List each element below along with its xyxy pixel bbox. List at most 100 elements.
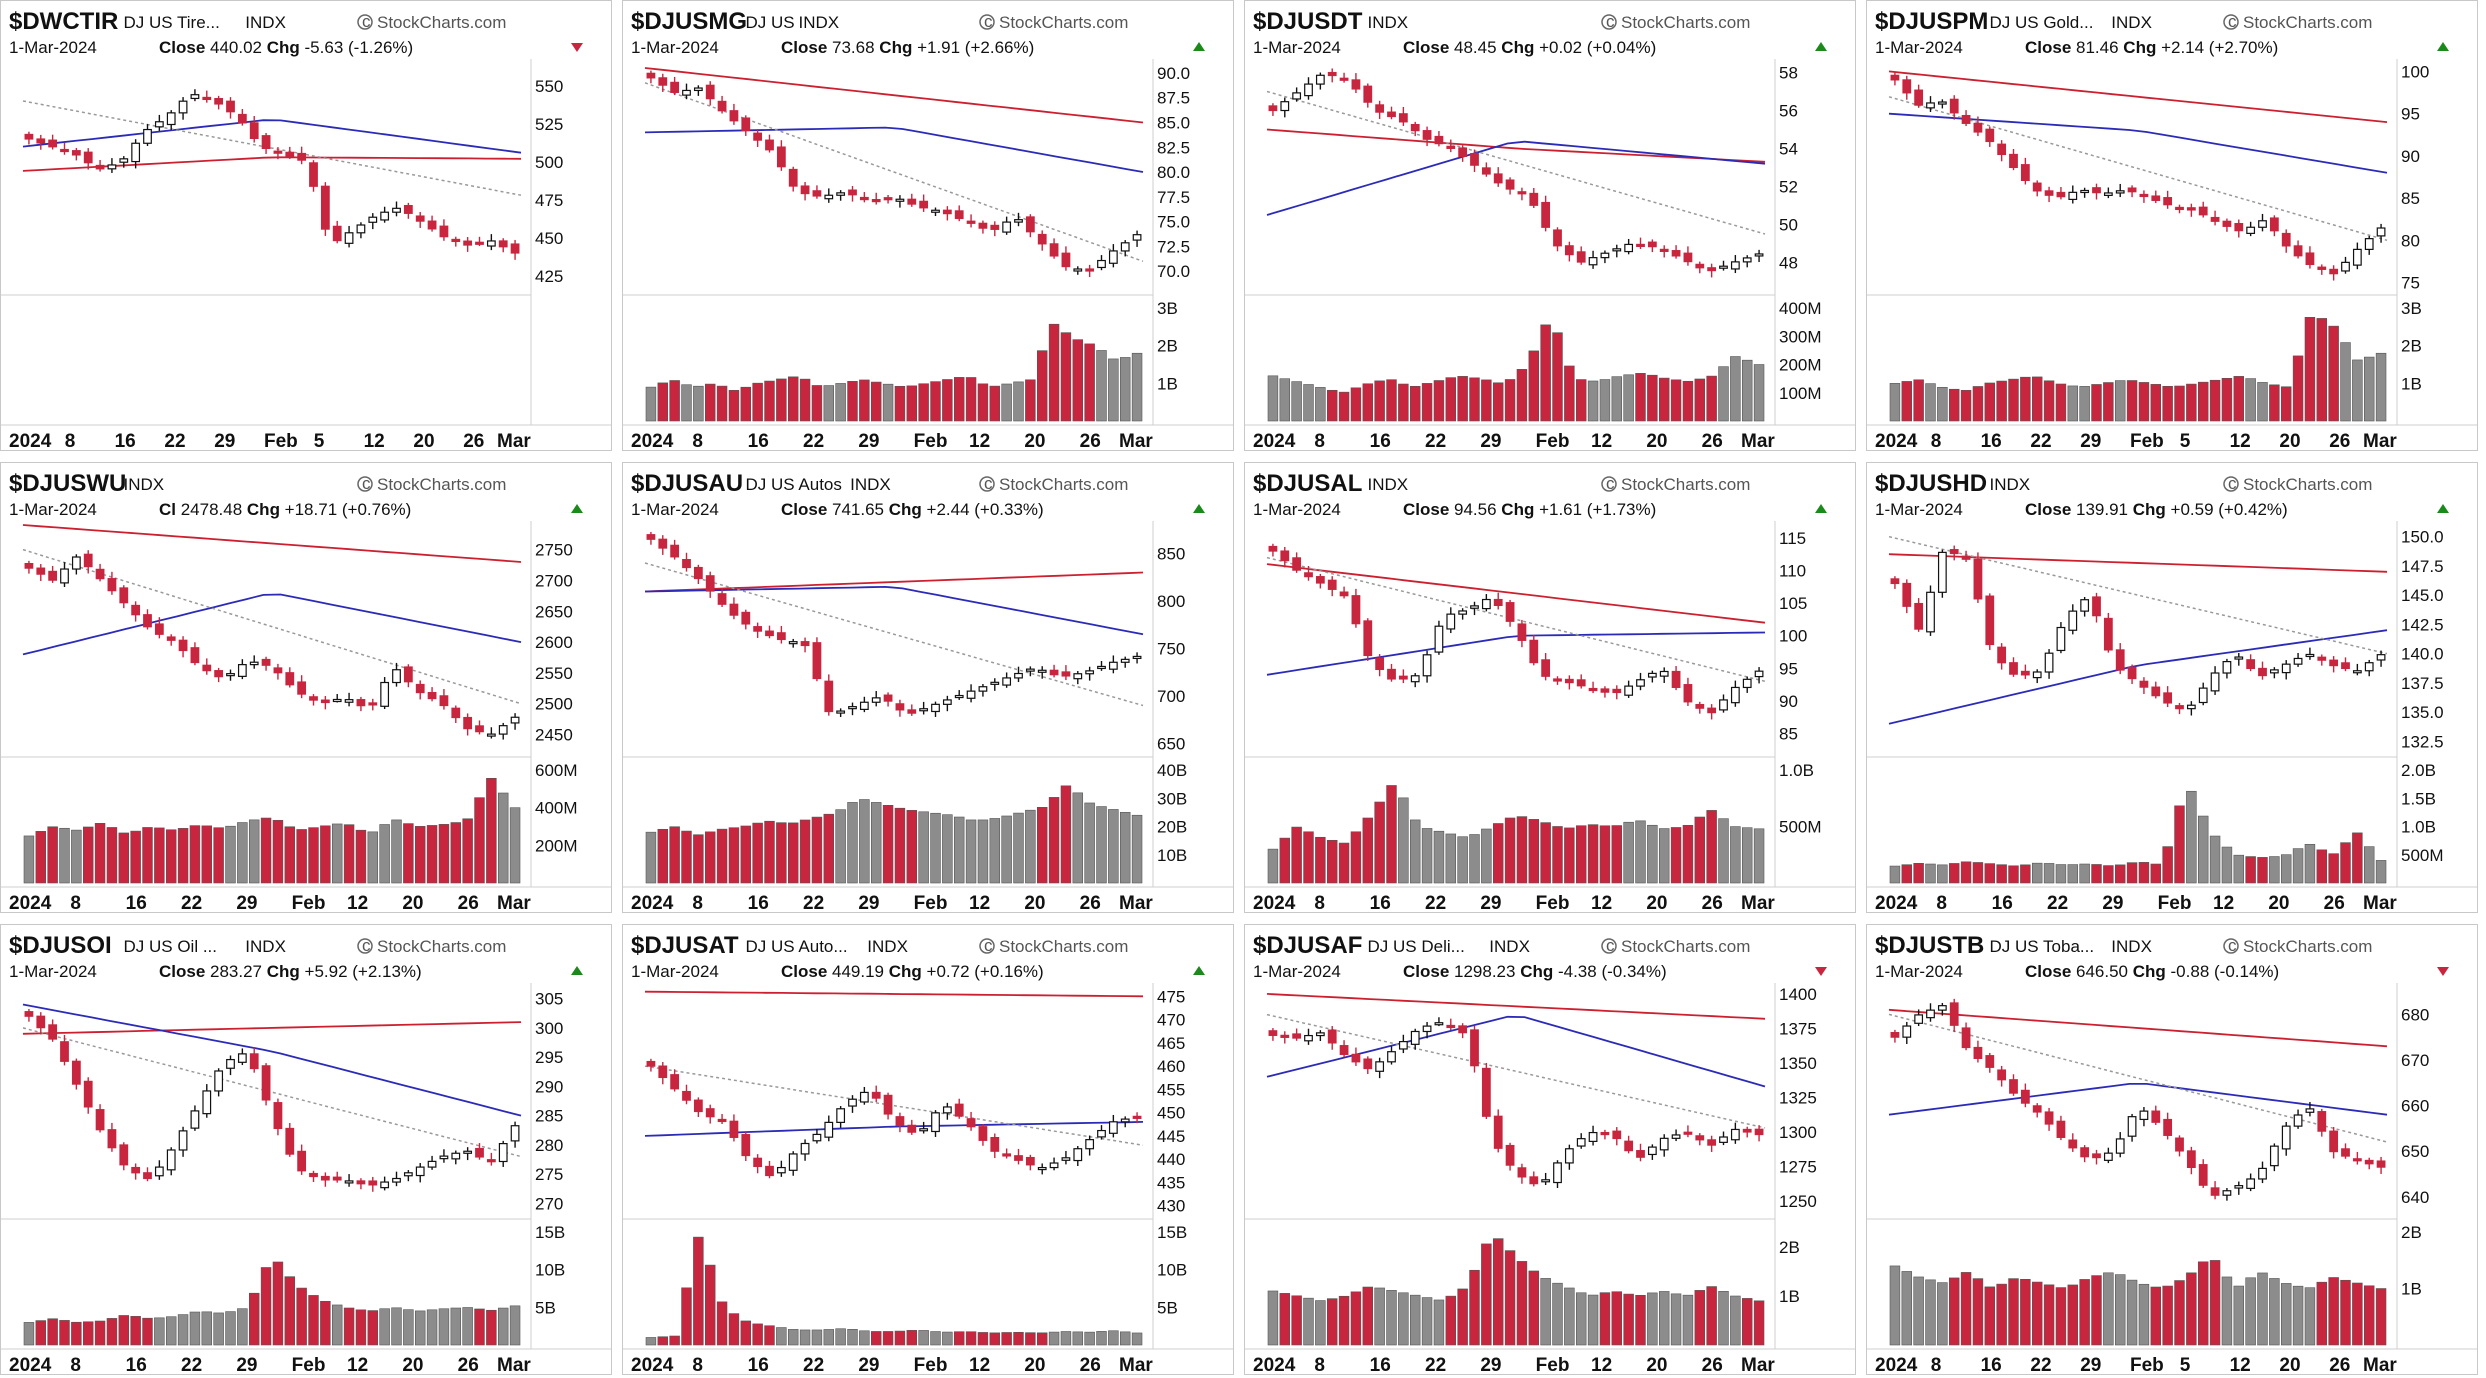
- candle-body: [1671, 250, 1681, 257]
- volume-bar: [2269, 1278, 2280, 1346]
- candle-body: [2364, 662, 2374, 672]
- brand-label: StockCharts.com: [1621, 937, 1750, 956]
- volume-bar: [2186, 383, 2197, 422]
- candle-body: [693, 1099, 703, 1113]
- chg-label: Chg: [267, 962, 300, 981]
- candle-body: [403, 666, 413, 683]
- chart-panel[interactable]: $DJUSTB DJ US Toba... INDX c StockCharts.com…: [1866, 924, 2478, 1375]
- candle-body: [1061, 252, 1071, 268]
- candle-body: [2222, 1190, 2232, 1196]
- volume-bar: [462, 1307, 473, 1346]
- chart-panel[interactable]: $DJUSMG DJ US INDX c StockCharts.com 1-Mar-20…: [622, 0, 1234, 451]
- x-tick-label: 20: [1646, 1355, 1667, 1375]
- price-tick-label: 455: [1157, 1080, 1185, 1099]
- chart-panel[interactable]: $DJUSAF DJ US Deli... INDX c StockCharts.com…: [1244, 924, 1856, 1375]
- candle-body: [190, 1110, 200, 1129]
- volume-bar: [2079, 386, 2090, 422]
- volume-bar: [1119, 357, 1131, 422]
- chart-panel[interactable]: $DJUSWU INDX c StockCharts.com 1-Mar-2024 Cl …: [0, 462, 612, 913]
- candle-body: [2092, 1153, 2101, 1159]
- candle-body: [1719, 265, 1728, 269]
- candle-body: [202, 1090, 212, 1115]
- candle-body: [2163, 692, 2173, 704]
- price-tick-label: 54: [1779, 140, 1798, 159]
- volume-bar: [1036, 807, 1048, 884]
- candle-body: [1410, 123, 1420, 132]
- candle-body: [741, 611, 751, 625]
- candle-body: [1612, 1130, 1622, 1140]
- volume-tick-label: 1.0B: [1779, 761, 1814, 780]
- chg-value: +2.14 (+2.70%): [2156, 38, 2278, 57]
- candle-body: [859, 1091, 869, 1103]
- volume-bar: [776, 822, 787, 884]
- candle-body: [1553, 229, 1562, 247]
- candle-body: [2234, 656, 2244, 660]
- chart-panel[interactable]: $DJUSOI DJ US Oil ... INDX c StockCharts.com…: [0, 924, 612, 1375]
- volume-bar: [645, 1337, 657, 1346]
- candle-body: [2044, 190, 2054, 196]
- candle-body: [931, 209, 940, 213]
- volume-bar: [823, 813, 835, 884]
- ma-fast-line: [1888, 96, 2388, 242]
- candle-body: [1647, 241, 1657, 248]
- ma-mid-line: [1888, 112, 2388, 174]
- volume-bar: [1960, 390, 1972, 422]
- volume-bar: [272, 820, 284, 884]
- volume-bar: [2280, 854, 2292, 884]
- close-label: Close: [781, 500, 827, 519]
- candle-body: [2281, 232, 2291, 247]
- candle-body: [1446, 613, 1456, 630]
- candle-body: [344, 1180, 354, 1184]
- candle-body: [2115, 190, 2125, 194]
- chart-panel[interactable]: $DJUSHD INDX c StockCharts.com 1-Mar-2024 Clo…: [1866, 462, 2478, 913]
- x-tick-label: 29: [858, 893, 879, 913]
- candle-body: [2352, 1158, 2362, 1162]
- volume-bar: [2126, 862, 2138, 884]
- volume-bar: [2008, 378, 2019, 422]
- volume-bar: [94, 823, 106, 884]
- volume-bar: [2091, 1275, 2102, 1346]
- chart-panel[interactable]: $DJUSAU DJ US Autos INDX c StockCharts.com 1-…: [622, 462, 1234, 913]
- volume-bar: [1552, 826, 1563, 884]
- candle-body: [1659, 1137, 1669, 1151]
- volume-tick-label: 5B: [535, 1298, 556, 1317]
- close-value: 94.56: [1449, 500, 1501, 519]
- volume-bar: [847, 802, 858, 884]
- volume-bar: [1575, 1292, 1587, 1346]
- chart-panel[interactable]: $DJUSDT INDX c StockCharts.com 1-Mar-2024 Clo…: [1244, 0, 1856, 451]
- candle-body: [380, 211, 390, 221]
- volume-bar: [2197, 815, 2209, 884]
- chart-panel[interactable]: $DWCTIR DJ US Tire... INDX c StockCharts.com…: [0, 0, 612, 451]
- candle-body: [1624, 243, 1634, 253]
- chart-panel[interactable]: $DJUSAT DJ US Auto... INDX c StockCharts.com…: [622, 924, 1234, 1375]
- candle-body: [2317, 656, 2327, 661]
- candle-body: [1108, 250, 1118, 264]
- x-tick-label: 2024: [9, 431, 52, 451]
- candle-body: [2305, 653, 2315, 658]
- volume-bar: [740, 1320, 752, 1346]
- candle-body: [1707, 1139, 1717, 1146]
- volume-bar: [859, 1330, 870, 1346]
- candle-body: [297, 152, 307, 161]
- candle-body: [1890, 1031, 1900, 1038]
- volume-bar: [59, 1320, 70, 1346]
- chart-panel[interactable]: $DJUSPM DJ US Gold... INDX c StockCharts.com…: [1866, 0, 2478, 451]
- ma-fast-line: [644, 82, 1144, 263]
- ma-fast-line: [22, 548, 522, 705]
- volume-bar: [2114, 1274, 2126, 1346]
- chart-panel[interactable]: $DJUSAL INDX c StockCharts.com 1-Mar-2024 Clo…: [1244, 462, 1856, 913]
- candle-body: [871, 697, 881, 703]
- volume-bar: [1670, 1293, 1682, 1346]
- candle-body: [2020, 164, 2030, 181]
- candle-body: [1997, 646, 2007, 664]
- candle-body: [1327, 1029, 1337, 1044]
- candle-body: [1902, 1025, 1912, 1038]
- candle-body: [1588, 1131, 1598, 1142]
- ma-mid-line: [22, 593, 522, 656]
- candle-body: [451, 707, 461, 719]
- quote-date: 1-Mar-2024: [1875, 500, 1963, 519]
- quote-line: Close 283.27 Chg +5.92 (+2.13%): [159, 962, 422, 981]
- price-tick-label: 115: [1779, 529, 1806, 548]
- candle-body: [931, 703, 940, 713]
- price-tick-label: 105: [1779, 594, 1807, 613]
